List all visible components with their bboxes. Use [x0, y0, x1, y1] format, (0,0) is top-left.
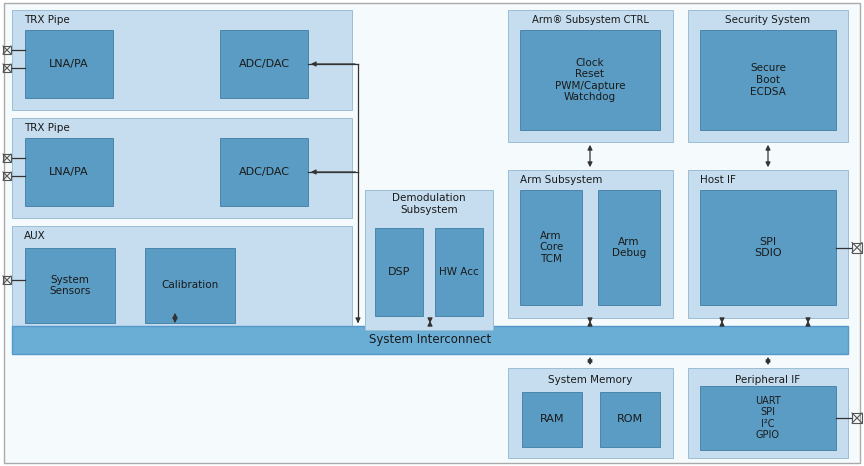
FancyBboxPatch shape	[688, 170, 848, 318]
FancyBboxPatch shape	[375, 228, 423, 316]
FancyBboxPatch shape	[435, 228, 483, 316]
Text: ROM: ROM	[617, 414, 643, 425]
FancyBboxPatch shape	[12, 10, 352, 110]
FancyBboxPatch shape	[688, 10, 848, 142]
FancyBboxPatch shape	[700, 30, 836, 130]
Text: LNA/PA: LNA/PA	[49, 167, 89, 177]
FancyBboxPatch shape	[520, 190, 582, 305]
FancyBboxPatch shape	[4, 3, 860, 463]
FancyBboxPatch shape	[220, 30, 308, 98]
FancyBboxPatch shape	[700, 386, 836, 450]
Bar	[852, 242, 862, 253]
Text: DSP: DSP	[388, 267, 410, 277]
Text: HW Acc: HW Acc	[439, 267, 479, 277]
FancyBboxPatch shape	[12, 226, 352, 336]
Text: Arm Subsystem: Arm Subsystem	[520, 175, 602, 185]
Bar	[3, 276, 11, 284]
FancyBboxPatch shape	[25, 248, 115, 323]
FancyBboxPatch shape	[700, 190, 836, 305]
Text: LNA/PA: LNA/PA	[49, 59, 89, 69]
Text: RAM: RAM	[540, 414, 564, 425]
FancyBboxPatch shape	[145, 248, 235, 323]
Text: Secure
Boot
ECDSA: Secure Boot ECDSA	[750, 63, 786, 96]
FancyBboxPatch shape	[508, 10, 673, 142]
FancyBboxPatch shape	[220, 138, 308, 206]
FancyBboxPatch shape	[365, 190, 493, 330]
Text: TRX Pipe: TRX Pipe	[24, 123, 70, 133]
FancyBboxPatch shape	[598, 190, 660, 305]
Text: AUX: AUX	[24, 231, 46, 241]
Bar	[3, 64, 11, 72]
FancyBboxPatch shape	[508, 368, 673, 458]
Text: Demodulation
Subsystem: Demodulation Subsystem	[392, 193, 466, 215]
Text: System
Sensors: System Sensors	[49, 274, 91, 296]
Text: Calibration: Calibration	[162, 281, 219, 290]
Text: ADC/DAC: ADC/DAC	[238, 167, 289, 177]
FancyBboxPatch shape	[25, 138, 113, 206]
Bar	[3, 172, 11, 180]
Bar	[852, 413, 862, 423]
FancyBboxPatch shape	[522, 392, 582, 447]
FancyBboxPatch shape	[600, 392, 660, 447]
Text: Arm® Subsystem CTRL: Arm® Subsystem CTRL	[532, 15, 649, 25]
Text: Host IF: Host IF	[700, 175, 736, 185]
FancyBboxPatch shape	[508, 170, 673, 318]
FancyBboxPatch shape	[12, 326, 848, 354]
FancyBboxPatch shape	[520, 30, 660, 130]
Bar	[3, 154, 11, 162]
Text: Arm
Debug: Arm Debug	[612, 237, 646, 258]
Text: Peripheral IF: Peripheral IF	[735, 375, 801, 385]
FancyBboxPatch shape	[688, 368, 848, 458]
Text: System Interconnect: System Interconnect	[369, 334, 491, 347]
FancyBboxPatch shape	[25, 30, 113, 98]
Text: ADC/DAC: ADC/DAC	[238, 59, 289, 69]
Text: TRX Pipe: TRX Pipe	[24, 15, 70, 25]
Text: Security System: Security System	[726, 15, 810, 25]
Text: Arm
Core
TCM: Arm Core TCM	[539, 231, 563, 264]
Text: SPI
SDIO: SPI SDIO	[754, 237, 782, 258]
Text: Clock
Reset
PWM/Capture
Watchdog: Clock Reset PWM/Capture Watchdog	[555, 58, 626, 103]
Text: UART
SPI
I²C
GPIO: UART SPI I²C GPIO	[755, 396, 781, 440]
FancyBboxPatch shape	[12, 118, 352, 218]
Text: System Memory: System Memory	[549, 375, 632, 385]
Bar	[3, 46, 11, 54]
